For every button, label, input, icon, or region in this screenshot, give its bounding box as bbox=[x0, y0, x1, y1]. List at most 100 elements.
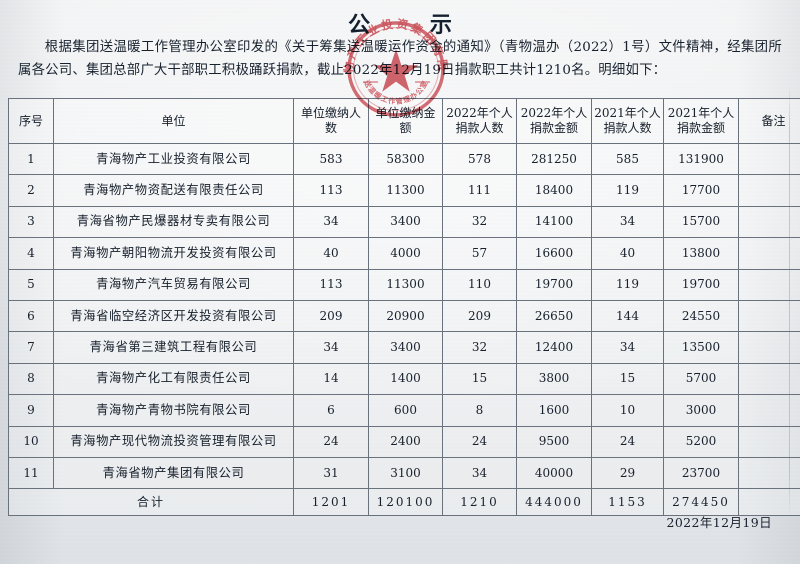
cell-2022-amount: 12400 bbox=[516, 331, 592, 364]
cell-2021-amount: 131900 bbox=[663, 142, 739, 176]
cell-2021-people: 10 bbox=[591, 394, 664, 427]
cell-unit-people: 40 bbox=[293, 237, 369, 270]
cell-2021-amount: 5700 bbox=[663, 362, 739, 396]
total-2021-amount: 274450 bbox=[663, 488, 739, 517]
table-row: 7 青海省第三建筑工程有限公司 34 3400 32 12400 34 13500 bbox=[8, 331, 800, 364]
cell-unit: 青海物产物资配送有限责任公司 bbox=[53, 174, 294, 207]
col-header-remark: 备注 bbox=[738, 98, 800, 144]
col-header-unit-amount: 单位缴纳金额 bbox=[368, 98, 443, 144]
cell-unit-amount: 11300 bbox=[368, 174, 443, 207]
cell-2021-people: 15 bbox=[591, 362, 664, 396]
cell-unit: 青海物产现代物流投资管理有限公司 bbox=[53, 425, 294, 458]
cell-unit: 青海省临空经济区开发投资有限公司 bbox=[53, 299, 294, 333]
cell-2021-amount: 3000 bbox=[663, 394, 739, 427]
table-row: 2 青海物产物资配送有限责任公司 113 11300 111 18400 119 17700 bbox=[8, 174, 800, 207]
col-header-unit: 单位 bbox=[53, 98, 294, 144]
cell-2022-people: 578 bbox=[442, 142, 517, 176]
cell-no: 9 bbox=[8, 394, 54, 427]
cell-remark bbox=[738, 237, 800, 270]
intro-paragraph: 根据集团送温暖工作管理办公室印发的《关于筹集送温暖运作资金的通知》（青物温办（2… bbox=[18, 40, 782, 78]
col-header-unit-people: 单位缴纳人数 bbox=[293, 98, 369, 144]
cell-2021-amount: 13500 bbox=[663, 331, 739, 364]
cell-2022-people: 15 bbox=[442, 362, 517, 396]
cell-2022-people: 8 bbox=[442, 394, 517, 427]
cell-2022-amount: 1600 bbox=[516, 394, 592, 427]
table-row: 6 青海省临空经济区开发投资有限公司 209 20900 209 26650 144 2455… bbox=[8, 299, 800, 333]
total-2022-people: 1210 bbox=[442, 488, 517, 517]
total-row: 合计 1201 120100 1210 444000 1153 274450 bbox=[8, 488, 800, 517]
cell-unit-amount: 600 bbox=[368, 394, 443, 427]
page-title: 公 示 bbox=[348, 12, 478, 38]
cell-2022-amount: 281250 bbox=[516, 142, 592, 176]
cell-2021-amount: 17700 bbox=[663, 174, 739, 207]
cell-remark bbox=[738, 425, 800, 458]
cell-unit-people: 113 bbox=[293, 174, 369, 207]
cell-2021-people: 144 bbox=[591, 299, 664, 333]
table-row: 3 青海省物产民爆器材专卖有限公司 34 3400 32 14100 34 15700 bbox=[8, 205, 800, 239]
cell-unit-amount: 58300 bbox=[368, 142, 443, 176]
cell-2022-people: 24 bbox=[442, 425, 517, 458]
cell-unit-amount: 11300 bbox=[368, 268, 443, 301]
table-footer: 合计 1201 120100 1210 444000 1153 274450 bbox=[8, 488, 800, 517]
cell-unit-people: 583 bbox=[293, 142, 369, 176]
cell-remark bbox=[738, 268, 800, 301]
cell-unit: 青海物产青物书院有限公司 bbox=[53, 394, 294, 427]
cell-no: 1 bbox=[8, 142, 54, 176]
donation-table: 序号 单位 单位缴纳人数 单位缴纳金额 2022年个人捐款人数 2022年个人捐… bbox=[8, 98, 800, 517]
cell-unit-amount: 3400 bbox=[368, 205, 443, 239]
cell-unit: 青海省第三建筑工程有限公司 bbox=[53, 331, 294, 364]
cell-2021-amount: 15700 bbox=[663, 205, 739, 239]
cell-2022-amount: 19700 bbox=[516, 268, 592, 301]
cell-no: 8 bbox=[8, 362, 54, 396]
cell-no: 3 bbox=[8, 205, 54, 239]
table-row: 1 青海物产工业投资有限公司 583 58300 578 281250 585 131900 bbox=[8, 142, 800, 176]
cell-2022-amount: 9500 bbox=[516, 425, 592, 458]
cell-2021-amount: 5200 bbox=[663, 425, 739, 458]
cell-2021-amount: 23700 bbox=[663, 456, 739, 490]
cell-unit: 青海物产汽车贸易有限公司 bbox=[53, 268, 294, 301]
col-header-2022-amount: 2022年个人捐款金额 bbox=[516, 98, 592, 144]
cell-remark bbox=[738, 362, 800, 396]
cell-unit: 青海省物产集团有限公司 bbox=[53, 456, 294, 490]
table-row: 11 青海省物产集团有限公司 31 3100 34 40000 29 23700 bbox=[8, 456, 800, 490]
cell-no: 5 bbox=[8, 268, 54, 301]
cell-2022-people: 209 bbox=[442, 299, 517, 333]
cell-2022-people: 32 bbox=[442, 331, 517, 364]
cell-unit-people: 6 bbox=[293, 394, 369, 427]
cell-2022-amount: 16600 bbox=[516, 237, 592, 270]
cell-2021-amount: 19700 bbox=[663, 268, 739, 301]
cell-unit: 青海物产化工有限责任公司 bbox=[53, 362, 294, 396]
cell-remark bbox=[738, 142, 800, 176]
table-row: 5 青海物产汽车贸易有限公司 113 11300 110 19700 119 19700 bbox=[8, 268, 800, 301]
cell-remark bbox=[738, 331, 800, 364]
cell-2022-people: 32 bbox=[442, 205, 517, 239]
cell-2021-people: 119 bbox=[591, 174, 664, 207]
cell-unit-amount: 1400 bbox=[368, 362, 443, 396]
cell-2021-amount: 13800 bbox=[663, 237, 739, 270]
cell-unit-people: 31 bbox=[293, 456, 369, 490]
col-header-2021-people: 2021年个人捐款人数 bbox=[591, 98, 664, 144]
cell-unit-people: 24 bbox=[293, 425, 369, 458]
cell-unit-people: 34 bbox=[293, 331, 369, 364]
cell-2022-people: 34 bbox=[442, 456, 517, 490]
cell-unit-amount: 3400 bbox=[368, 331, 443, 364]
table-row: 10 青海物产现代物流投资管理有限公司 24 2400 24 9500 24 5200 bbox=[8, 425, 800, 458]
col-header-2021-amount: 2021年个人捐款金额 bbox=[663, 98, 739, 144]
cell-no: 11 bbox=[8, 456, 54, 490]
cell-remark bbox=[738, 299, 800, 333]
cell-no: 4 bbox=[8, 237, 54, 270]
cell-2022-people: 57 bbox=[442, 237, 517, 270]
cell-unit-people: 34 bbox=[293, 205, 369, 239]
cell-unit-people: 113 bbox=[293, 268, 369, 301]
table-row: 8 青海物产化工有限责任公司 14 1400 15 3800 15 5700 bbox=[8, 362, 800, 396]
cell-2022-people: 111 bbox=[442, 174, 517, 207]
cell-unit: 青海物产工业投资有限公司 bbox=[53, 142, 294, 176]
col-header-2022-people: 2022年个人捐款人数 bbox=[442, 98, 517, 144]
cell-unit: 青海物产朝阳物流开发投资有限公司 bbox=[53, 237, 294, 270]
cell-remark bbox=[738, 456, 800, 490]
cell-unit: 青海省物产民爆器材专卖有限公司 bbox=[53, 205, 294, 239]
cell-2022-amount: 26650 bbox=[516, 299, 592, 333]
cell-2021-people: 585 bbox=[591, 142, 664, 176]
cell-2022-amount: 40000 bbox=[516, 456, 592, 490]
